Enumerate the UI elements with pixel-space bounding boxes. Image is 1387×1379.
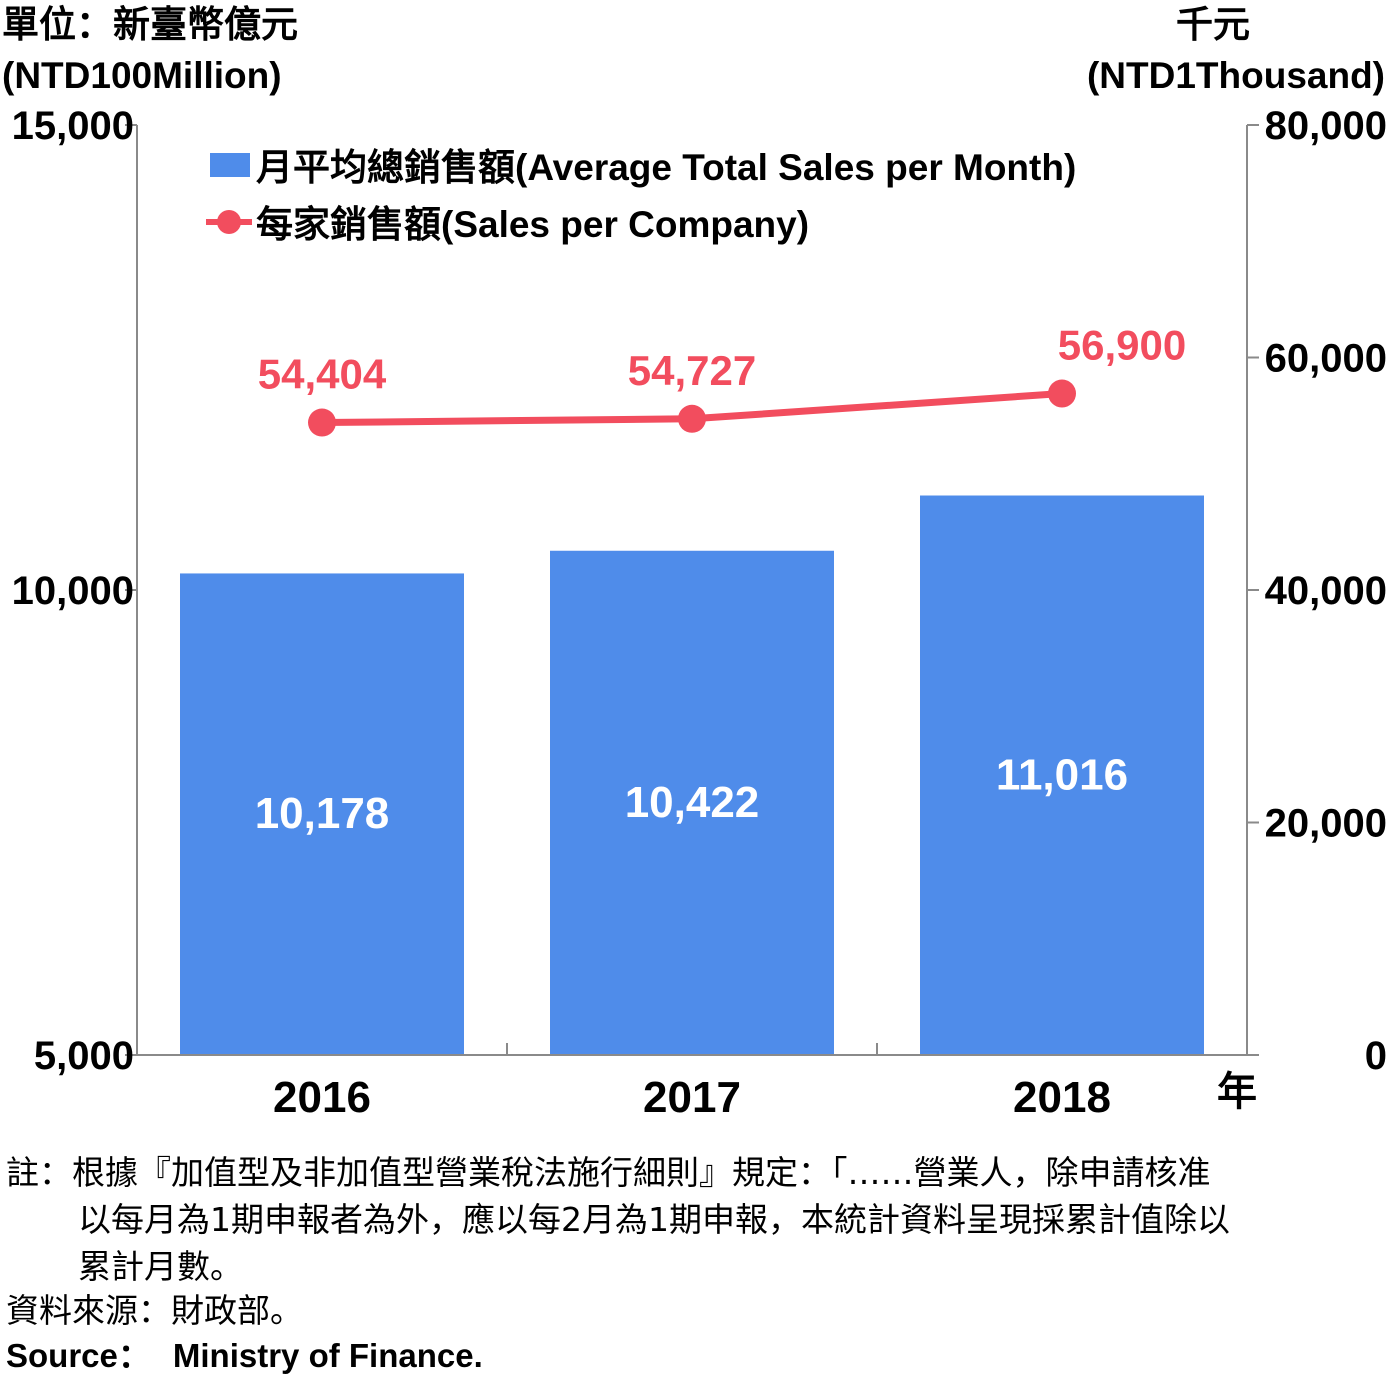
bar-value-label: 10,178	[255, 789, 390, 838]
x-tick-label: 2016	[273, 1073, 371, 1122]
line-point	[308, 408, 336, 437]
bar	[180, 573, 464, 1055]
x-axis-unit: 年	[1217, 1070, 1257, 1114]
line-point	[678, 404, 706, 433]
bar-series: 10,178 10,422 11,016	[180, 495, 1204, 1056]
source-label: Source：	[6, 1337, 151, 1374]
right-tick-label: 40,000	[1265, 569, 1387, 613]
line-value-label: 56,900	[1058, 322, 1186, 369]
line-point	[1048, 379, 1076, 408]
left-tick-label: 5,000	[34, 1034, 134, 1078]
right-tick-label: 60,000	[1265, 337, 1387, 381]
x-tick-label: 2018	[1013, 1073, 1111, 1122]
legend-bar-swatch	[210, 153, 250, 177]
line-value-label: 54,404	[258, 351, 387, 398]
bar-value-label: 11,016	[996, 750, 1128, 799]
legend: 月平均總銷售額(Average Total Sales per Month) 每…	[206, 147, 1076, 245]
left-tick-label: 15,000	[12, 104, 134, 148]
right-tick-label: 20,000	[1265, 802, 1387, 846]
bar	[550, 550, 834, 1055]
legend-bar-label: 月平均總銷售額(Average Total Sales per Month)	[256, 147, 1076, 188]
line-series: 54,404 54,727 56,900	[258, 322, 1186, 437]
bar-value-label: 10,422	[625, 778, 760, 827]
right-tick-label: 0	[1365, 1034, 1387, 1078]
right-tick-label: 80,000	[1265, 104, 1387, 148]
right-axis-unit-en: (NTD1Thousand)	[1087, 55, 1385, 96]
axes: 5,000 10,000 15,000 0 20,000 40,000 60,000 80,0…	[12, 104, 1387, 1122]
left-axis-unit-en: (NTD100Million)	[2, 55, 282, 96]
bar	[920, 495, 1204, 1056]
left-tick-label: 10,000	[12, 569, 134, 613]
note-line-3: 累計月數。	[78, 1247, 243, 1286]
legend-line-marker	[217, 210, 241, 234]
right-axis-unit-zh: 千元	[1176, 4, 1250, 45]
source-en-line: Source： Ministry of Finance.	[6, 1333, 483, 1379]
combo-chart: 單位：新臺幣億元 (NTD100Million) 千元 (NTD1Thousan…	[2, 4, 1387, 1122]
line-value-label: 54,727	[628, 347, 756, 394]
source-zh: 資料來源：財政部。	[6, 1291, 303, 1330]
x-tick-label: 2017	[643, 1073, 741, 1122]
source-value: Ministry of Finance.	[172, 1337, 483, 1374]
legend-line-label: 每家銷售額(Sales per Company)	[256, 204, 809, 245]
note-line-1: 註：根據『加值型及非加值型營業稅法施行細則』規定：「……營業人，除申請核准	[6, 1153, 1211, 1192]
left-axis-unit-zh: 單位：新臺幣億元	[2, 4, 298, 45]
note-line-2: 以每月為1期申報者為外，應以每2月為1期申報，本統計資料呈現採累計值除以	[78, 1200, 1230, 1239]
